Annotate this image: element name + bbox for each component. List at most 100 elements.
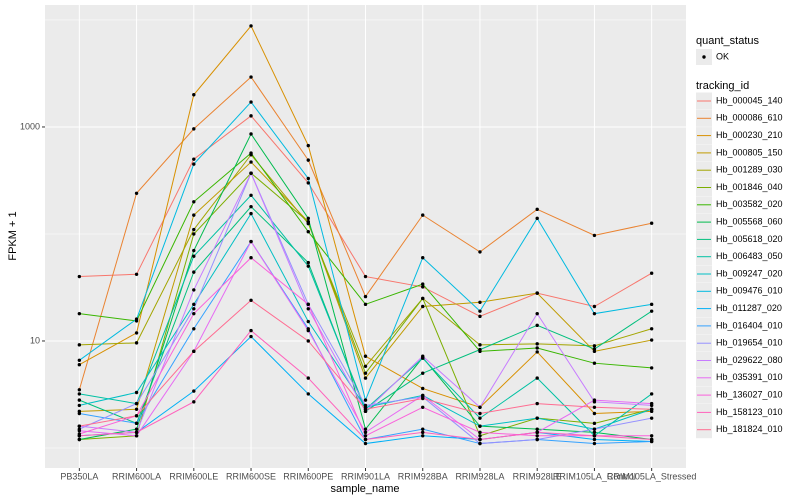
data-point	[421, 256, 425, 260]
data-point	[77, 358, 82, 362]
data-point	[535, 342, 539, 346]
data-point	[306, 328, 310, 333]
data-point	[306, 260, 310, 265]
legend-label: Hb_000045_140	[716, 95, 783, 105]
data-point	[306, 181, 310, 185]
data-point	[77, 392, 82, 396]
data-point	[649, 407, 654, 411]
data-point	[306, 216, 310, 221]
data-point	[363, 376, 368, 380]
data-point	[363, 434, 368, 438]
x-tick-label: RRIM928BA	[398, 471, 448, 481]
data-point	[192, 93, 196, 97]
data-point	[134, 331, 139, 335]
data-point	[592, 233, 597, 238]
data-point	[592, 437, 597, 442]
data-point	[478, 424, 482, 428]
legend-label: Hb_029622_080	[716, 355, 783, 365]
data-point	[249, 193, 253, 197]
data-point	[306, 376, 310, 380]
data-point	[134, 191, 139, 195]
data-point	[77, 274, 82, 279]
data-point	[249, 75, 253, 79]
data-point	[592, 427, 597, 431]
data-point	[192, 311, 196, 316]
data-point	[363, 407, 368, 411]
data-point	[421, 371, 425, 375]
data-point	[134, 407, 139, 411]
x-tick-label: RRIM928LA	[455, 471, 504, 481]
data-point	[649, 327, 654, 331]
data-point	[649, 271, 654, 275]
data-point	[192, 254, 196, 258]
data-point	[192, 232, 196, 236]
data-point	[363, 302, 368, 307]
legend-label: Hb_005618_020	[716, 234, 783, 244]
data-point	[478, 416, 482, 420]
data-point	[363, 354, 368, 358]
data-point	[306, 302, 310, 307]
data-point	[592, 304, 597, 309]
data-point	[535, 430, 539, 435]
data-point	[192, 157, 196, 161]
data-point	[649, 392, 654, 396]
data-point	[249, 328, 253, 333]
data-point	[363, 294, 368, 299]
data-point	[592, 430, 597, 435]
data-point	[649, 416, 654, 420]
x-tick-label: RRIM600PE	[283, 471, 333, 481]
data-point	[77, 363, 82, 367]
legend-label: Hb_003582_020	[716, 199, 783, 209]
data-point	[249, 24, 253, 28]
data-point	[363, 430, 368, 435]
data-point	[649, 437, 654, 442]
data-point	[192, 162, 196, 166]
y-tick-label: 1000	[20, 121, 40, 131]
data-point	[535, 376, 539, 380]
data-point	[478, 250, 482, 254]
data-point	[306, 307, 310, 311]
data-point	[306, 158, 310, 162]
data-point	[421, 396, 425, 401]
data-point	[77, 429, 82, 433]
data-point	[478, 314, 482, 319]
data-point	[77, 437, 82, 442]
data-point	[306, 264, 310, 268]
data-point	[249, 256, 253, 260]
data-point	[421, 430, 425, 435]
data-point	[535, 434, 539, 438]
data-point	[192, 127, 196, 131]
data-point	[592, 361, 597, 365]
data-point	[421, 405, 425, 409]
x-tick-label: RRIM928LE	[513, 471, 562, 481]
data-point	[592, 344, 597, 348]
data-point	[478, 430, 482, 435]
legend-label: Hb_006483_050	[716, 251, 783, 261]
y-tick-label: 10	[30, 335, 40, 345]
data-point	[421, 304, 425, 309]
data-point	[363, 427, 368, 431]
data-point	[363, 274, 368, 279]
data-point	[192, 327, 196, 331]
data-point	[421, 296, 425, 301]
data-point	[134, 401, 139, 406]
data-point	[77, 398, 82, 402]
legend-label: Hb_000230_210	[716, 130, 783, 140]
data-point	[363, 398, 368, 402]
legend-title: quant_status	[696, 35, 759, 47]
data-point	[592, 405, 597, 409]
legend-label: Hb_136027_010	[716, 389, 783, 399]
data-point	[306, 319, 310, 324]
data-point	[592, 311, 597, 316]
data-point	[478, 300, 482, 304]
data-point	[592, 398, 597, 402]
data-point	[134, 427, 139, 431]
data-point	[77, 434, 82, 438]
legend-label: Hb_158123_010	[716, 407, 783, 417]
data-point	[77, 424, 82, 428]
data-point	[306, 220, 310, 224]
data-point	[535, 437, 539, 442]
data-point	[249, 239, 253, 244]
data-point	[192, 288, 196, 292]
data-point	[249, 204, 253, 209]
